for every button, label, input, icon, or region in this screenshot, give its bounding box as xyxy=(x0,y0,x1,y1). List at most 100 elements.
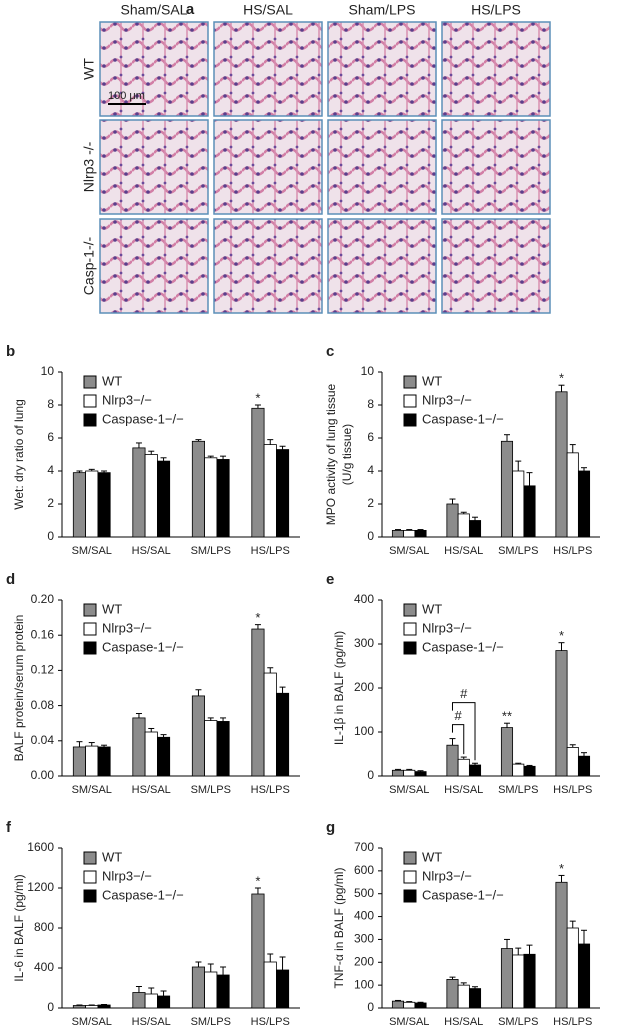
histology-image xyxy=(99,119,209,215)
legend-label: WT xyxy=(102,373,122,388)
bar xyxy=(263,961,277,1009)
histology-image xyxy=(327,119,437,215)
column-label: HS/LPS xyxy=(471,2,521,18)
bar xyxy=(446,979,459,1009)
bar xyxy=(97,1004,111,1009)
bar xyxy=(468,764,482,777)
y-tick-label: 0.00 xyxy=(31,768,55,782)
column-label: Sham/SAL xyxy=(121,2,188,18)
bar xyxy=(97,746,111,777)
histology-image xyxy=(213,218,323,314)
y-tick-label: 400 xyxy=(354,909,374,923)
bar xyxy=(216,721,230,777)
x-tick-label: HS/LPS xyxy=(251,1016,290,1028)
bar xyxy=(72,472,87,538)
legend-label: Caspase-1−/− xyxy=(102,411,184,426)
bar xyxy=(468,988,482,1009)
annotation: * xyxy=(559,628,564,643)
bar xyxy=(251,893,265,1009)
y-tick-label: 0.16 xyxy=(31,627,55,641)
bar xyxy=(191,440,206,538)
row-label: WT xyxy=(81,58,97,80)
x-tick-label: SM/LPS xyxy=(498,784,538,796)
x-tick-label: SM/SAL xyxy=(72,545,112,557)
panel-label: b xyxy=(6,343,15,360)
bar xyxy=(500,440,514,538)
panel-label: e xyxy=(326,571,334,588)
bar xyxy=(457,758,470,777)
bar xyxy=(144,454,158,538)
histology-image xyxy=(99,21,209,117)
bar xyxy=(566,927,579,1009)
legend-swatch xyxy=(83,603,97,617)
x-tick-label: SM/SAL xyxy=(72,784,112,796)
y-tick-label: 0 xyxy=(367,1000,374,1014)
y-tick-label: 0.08 xyxy=(31,698,55,712)
bar xyxy=(566,452,579,538)
bar xyxy=(391,1000,405,1009)
y-tick-label: 6 xyxy=(47,430,54,444)
panel-label: c xyxy=(326,343,334,360)
bar xyxy=(85,470,99,538)
bar xyxy=(132,447,146,538)
y-tick-label: 700 xyxy=(354,840,374,854)
y-tick-label: 800 xyxy=(34,920,54,934)
bar xyxy=(391,530,405,538)
bar xyxy=(391,769,405,777)
bar xyxy=(132,992,146,1009)
bar xyxy=(204,457,218,538)
bar xyxy=(403,1001,416,1009)
legend-label: Nlrp3−/− xyxy=(422,392,472,407)
y-tick-label: 4 xyxy=(367,463,374,477)
y-axis-label: BALF protein/serum protein xyxy=(12,615,26,762)
bar xyxy=(275,692,290,777)
bar xyxy=(403,530,416,538)
y-tick-label: 1600 xyxy=(27,840,54,854)
x-tick-label: HS/LPS xyxy=(251,545,290,557)
y-tick-label: 2 xyxy=(47,496,54,510)
histology-image xyxy=(441,218,551,314)
x-tick-label: SM/SAL xyxy=(72,1016,112,1028)
histology-image xyxy=(327,21,437,117)
legend-swatch xyxy=(83,851,97,865)
bar xyxy=(263,444,277,538)
bar xyxy=(97,472,111,538)
bar xyxy=(85,1005,99,1009)
bar xyxy=(577,943,591,1009)
x-tick-label: SM/SAL xyxy=(389,1016,429,1028)
x-tick-label: HS/SAL xyxy=(132,784,171,796)
panel-label: f xyxy=(6,819,12,836)
bar xyxy=(403,769,416,777)
bar xyxy=(523,765,536,777)
y-axis-label: IL-6 in BALF (pg/ml) xyxy=(12,874,26,981)
bar xyxy=(577,470,591,538)
x-tick-label: HS/LPS xyxy=(553,545,592,557)
x-tick-label: HS/LPS xyxy=(553,1016,592,1028)
legend-label: WT xyxy=(422,373,442,388)
y-tick-label: 0.04 xyxy=(31,733,55,747)
y-tick-label: 4 xyxy=(47,463,54,477)
legend-swatch xyxy=(403,622,417,636)
x-tick-label: SM/LPS xyxy=(191,545,231,557)
panel-label: a xyxy=(186,1,195,18)
histology-image xyxy=(441,21,551,117)
bar xyxy=(156,995,171,1009)
histology-image xyxy=(441,119,551,215)
bar xyxy=(468,520,482,538)
y-tick-label: 100 xyxy=(354,977,374,991)
x-tick-label: HS/LPS xyxy=(251,784,290,796)
y-axis-label: (U/g tissue) xyxy=(340,424,354,485)
x-tick-label: HS/SAL xyxy=(132,1016,171,1028)
x-tick-label: HS/SAL xyxy=(444,545,483,557)
annotation: * xyxy=(255,873,260,888)
annotation: # xyxy=(455,708,463,723)
x-tick-label: HS/SAL xyxy=(444,1016,483,1028)
bar xyxy=(500,948,514,1009)
bar xyxy=(577,755,591,777)
bar xyxy=(414,530,427,538)
bar xyxy=(446,503,459,538)
y-axis-label: TNF-α in BALF (pg/ml) xyxy=(332,868,346,989)
y-tick-label: 400 xyxy=(34,960,54,974)
bar xyxy=(251,628,265,777)
x-tick-label: SM/LPS xyxy=(498,545,538,557)
